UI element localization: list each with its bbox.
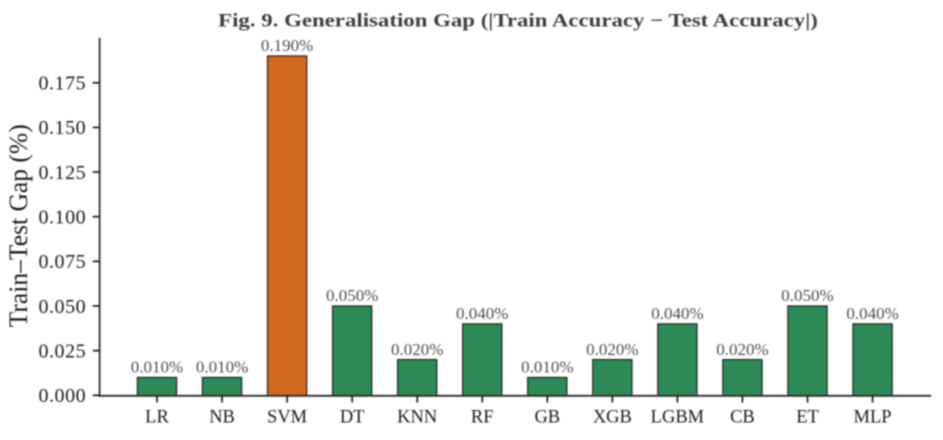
svg-text:0.020%: 0.020% (716, 340, 768, 359)
svg-text:0.050: 0.050 (39, 296, 86, 318)
svg-text:0.020%: 0.020% (586, 340, 638, 359)
svg-text:KNN: KNN (397, 408, 437, 428)
svg-text:0.010%: 0.010% (521, 358, 573, 377)
svg-text:0.125: 0.125 (39, 162, 86, 184)
svg-text:ET: ET (796, 408, 819, 428)
svg-text:0.100: 0.100 (39, 207, 86, 229)
svg-text:0.040%: 0.040% (651, 304, 703, 323)
svg-text:0.040%: 0.040% (846, 304, 898, 323)
svg-text:XGB: XGB (593, 408, 632, 428)
svg-text:0.010%: 0.010% (131, 358, 183, 377)
svg-text:0.020%: 0.020% (391, 340, 443, 359)
svg-text:0.150: 0.150 (39, 117, 86, 139)
svg-text:0.025: 0.025 (39, 340, 86, 362)
svg-text:0.175: 0.175 (39, 73, 86, 95)
svg-text:Fig. 9. Generalisation Gap (|T: Fig. 9. Generalisation Gap (|Train Accur… (218, 11, 818, 32)
svg-text:Train–Test Gap (%): Train–Test Gap (%) (3, 124, 33, 327)
svg-text:NB: NB (209, 408, 235, 428)
svg-text:0.075: 0.075 (39, 251, 86, 273)
svg-text:MLP: MLP (854, 408, 892, 428)
svg-text:0.190%: 0.190% (261, 36, 313, 55)
svg-text:LGBM: LGBM (651, 408, 704, 428)
svg-text:0.010%: 0.010% (196, 358, 248, 377)
svg-text:0.040%: 0.040% (456, 304, 508, 323)
svg-text:CB: CB (730, 408, 755, 428)
svg-text:RF: RF (471, 408, 494, 428)
svg-text:LR: LR (145, 408, 169, 428)
svg-text:SVM: SVM (267, 408, 307, 428)
svg-text:0.050%: 0.050% (326, 286, 378, 305)
svg-text:DT: DT (340, 408, 365, 428)
svg-text:0.000: 0.000 (39, 385, 86, 407)
svg-text:GB: GB (534, 408, 560, 428)
svg-text:0.050%: 0.050% (781, 286, 833, 305)
